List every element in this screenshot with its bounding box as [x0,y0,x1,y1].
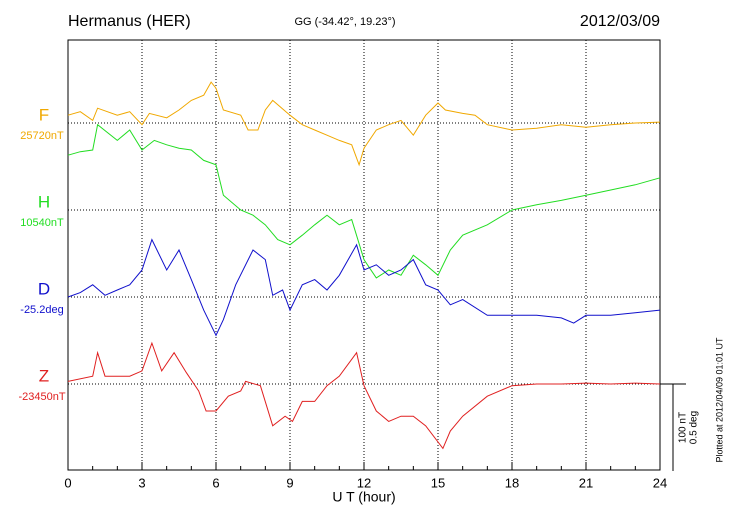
x-tick-label: 3 [138,475,145,490]
x-tick-label: 9 [286,475,293,490]
baseline-label: 25720nT [20,130,64,142]
series-line [67,238,661,337]
series-name: H [38,192,50,211]
x-tick-label: 12 [357,475,371,490]
scale-label-deg: 0.5 deg [689,411,700,444]
plotted-note: Plotted at 2012/04/09 01:01 UT [714,337,724,463]
baseline-label: -25.2deg [20,304,63,316]
x-tick-label: 18 [505,475,519,490]
series-name: D [38,279,50,298]
x-tick-label: 15 [431,475,445,490]
baseline-label: -23450nT [18,391,65,403]
series-line [67,341,661,450]
baseline-label: 10540nT [20,217,64,229]
series-line [67,123,661,279]
series-line [67,81,661,167]
x-tick-label: 21 [579,475,593,490]
series-name: Z [39,366,49,385]
x-axis-label: U T (hour) [332,489,395,505]
scale-label: 100 nT [678,412,689,443]
plot-frame [67,39,661,471]
chart-subtitle: GG (-34.42°, 19.23°) [294,16,395,28]
x-tick-label: 6 [212,475,219,490]
chart-title: Hermanus (HER) [68,13,191,30]
chart-date: 2012/03/09 [580,13,660,30]
x-tick-label: 0 [64,475,71,490]
x-tick-label: 24 [653,475,667,490]
series-name: F [39,105,49,124]
